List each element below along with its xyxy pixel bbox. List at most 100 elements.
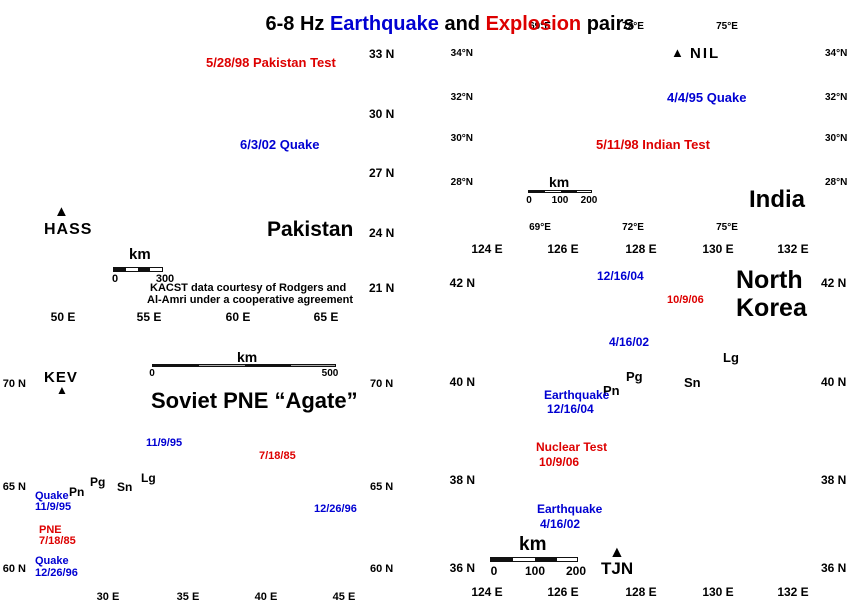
agate-epicenter-label: 7/18/85 <box>259 450 296 462</box>
agate-trace-label: 11/9/95 <box>35 501 72 513</box>
phase-label-sn: Sn <box>684 375 701 390</box>
nk-trace-label: 4/16/02 <box>540 517 581 531</box>
lat-tick-label: 70 N <box>2 378 26 390</box>
pakistan-quake-label: 6/3/02 Quake <box>240 137 320 152</box>
agate-trace-label: Quake <box>35 555 69 567</box>
lat-tick-label: 28°N <box>825 177 848 188</box>
lon-tick-label: 75°E <box>716 21 738 32</box>
nk-region-label-line2: Korea <box>736 294 807 322</box>
lon-tick-label: 128 E <box>625 585 657 599</box>
lat-tick-label: 34°N <box>825 48 848 59</box>
station-triangle-icon: ▲ <box>609 544 625 561</box>
lon-tick-label: 69°E <box>529 21 551 32</box>
pakistan-station-label: HASS <box>44 221 93 238</box>
lat-tick-label: 42 N <box>821 276 847 290</box>
lat-tick-label: 65 N <box>2 481 26 493</box>
lon-tick-label: 132 E <box>777 585 809 599</box>
lat-tick-label: 38 N <box>821 473 847 487</box>
phase-label-sn: Sn <box>117 480 133 494</box>
nk-scale-tick: 0 <box>490 564 498 578</box>
agate-scale-tick: 0 <box>149 368 155 379</box>
pakistan-scale-bar <box>113 267 163 272</box>
agate-panel-title: Soviet PNE “Agate” <box>151 388 358 413</box>
phase-label-pn: Pn <box>603 383 620 398</box>
title-explosion: Explosion <box>485 13 582 36</box>
lat-tick-label: 24 N <box>369 226 395 240</box>
pakistan-region-label: Pakistan <box>267 218 354 241</box>
lat-tick-label: 30°N <box>825 133 848 144</box>
agate-trace-label: 12/26/96 <box>35 567 78 579</box>
title-prefix: 6-8 Hz <box>265 13 330 36</box>
india-scale-tick: 0 <box>526 195 532 206</box>
nk-region-label-line1: North <box>736 266 803 294</box>
lon-tick-label: 60 E <box>225 310 251 324</box>
title-and: and <box>438 13 486 36</box>
lat-tick-label: 60 N <box>370 563 394 575</box>
pakistan-credit-line1: KACST data courtesy of Rodgers and <box>150 282 347 294</box>
pakistan-scale-tick: 300 <box>155 273 175 285</box>
lat-tick-label: 28°N <box>450 177 473 188</box>
india-station-label: NIL <box>690 45 721 62</box>
phase-label-pg: Pg <box>626 369 643 384</box>
lat-tick-label: 36 N <box>449 561 475 575</box>
station-triangle-icon: ▲ <box>56 383 68 397</box>
lon-tick-label: 72°E <box>622 21 644 32</box>
phase-label-pn: Pn <box>69 485 85 499</box>
title-suffix: pairs <box>581 13 635 36</box>
nk-trace-label: 10/9/06 <box>539 455 580 469</box>
nk-scale-tick: 200 <box>565 564 587 578</box>
nk-epicenter-label: 4/16/02 <box>609 335 650 349</box>
phase-label-lg: Lg <box>141 471 156 485</box>
lon-tick-label: 128 E <box>625 242 657 256</box>
lon-tick-label: 124 E <box>471 585 503 599</box>
pakistan-scale-tick: 0 <box>111 273 119 285</box>
agate-epicenter-label: 12/26/96 <box>314 503 357 515</box>
agate-scale-tick: 500 <box>321 368 339 379</box>
nk-epicenter-label: 10/9/06 <box>667 294 704 306</box>
pakistan-scale-unit: km <box>129 246 151 263</box>
agate-trace-label: 7/18/85 <box>39 535 76 547</box>
lon-tick-label: 72°E <box>622 222 644 233</box>
phase-label-lg: Lg <box>723 350 739 365</box>
lon-tick-label: 65 E <box>313 310 339 324</box>
agate-epicenter-label: 11/9/95 <box>146 437 183 449</box>
nk-trace-label: 12/16/04 <box>547 402 594 416</box>
lat-tick-label: 32°N <box>825 92 848 103</box>
title-earthquake: Earthquake <box>329 13 439 36</box>
phase-label-pg: Pg <box>90 475 106 489</box>
lat-tick-label: 34°N <box>450 48 473 59</box>
india-scale-tick: 100 <box>551 195 569 206</box>
lon-tick-label: 45 E <box>332 591 356 603</box>
nk-trace-label: Earthquake <box>544 388 610 402</box>
india-scale-bar <box>528 190 592 193</box>
lat-tick-label: 38 N <box>449 473 475 487</box>
lat-tick-label: 32°N <box>450 92 473 103</box>
lon-tick-label: 130 E <box>702 242 734 256</box>
lat-tick-label: 40 N <box>449 375 475 389</box>
figure-title: 6-8 Hz Earthquake and Explosion pairs <box>95 13 805 36</box>
lat-tick-label: 40 N <box>821 375 847 389</box>
nk-trace-label: Earthquake <box>537 502 603 516</box>
lon-tick-label: 132 E <box>777 242 809 256</box>
nk-epicenter-label: 12/16/04 <box>597 269 644 283</box>
lon-tick-label: 30 E <box>96 591 120 603</box>
lon-tick-label: 40 E <box>254 591 278 603</box>
lon-tick-label: 35 E <box>176 591 200 603</box>
lat-tick-label: 42 N <box>449 276 475 290</box>
lon-tick-label: 75°E <box>716 222 738 233</box>
pakistan-credit-line2: Al-Amri under a cooperative agreement <box>147 294 354 306</box>
lon-tick-label: 55 E <box>136 310 162 324</box>
nk-scale-bar <box>490 557 578 562</box>
india-explosion-label: 5/11/98 Indian Test <box>596 137 710 152</box>
agate-scale-unit: km <box>237 349 258 365</box>
lon-tick-label: 124 E <box>471 242 503 256</box>
lat-tick-label: 70 N <box>370 378 394 390</box>
lat-tick-label: 36 N <box>821 561 847 575</box>
nk-station-label: TJN <box>601 559 634 578</box>
lon-tick-label: 69°E <box>529 222 551 233</box>
india-scale-unit: km <box>549 174 570 190</box>
nk-trace-label: Nuclear Test <box>536 440 608 454</box>
station-triangle-icon: ▲ <box>671 45 684 60</box>
lon-tick-label: 126 E <box>547 585 579 599</box>
lat-tick-label: 21 N <box>369 281 395 295</box>
